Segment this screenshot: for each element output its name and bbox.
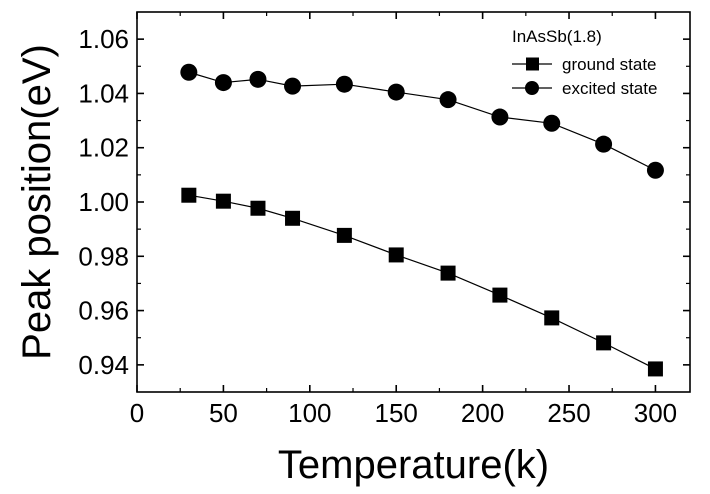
legend-circle-marker	[525, 81, 539, 95]
y-tick-label: 0.98	[78, 241, 129, 271]
y-tick-label: 0.94	[78, 350, 129, 380]
ground-state-point	[181, 187, 197, 203]
legend-square-marker	[526, 57, 539, 71]
y-tick-label: 1.00	[78, 187, 129, 217]
excited-state-point	[214, 74, 232, 92]
x-tick-label: 0	[130, 398, 144, 428]
legend-label: ground state	[562, 55, 657, 74]
y-axis-title: Peak position(eV)	[15, 44, 59, 360]
legend-title: InAsSb(1.8)	[512, 27, 602, 46]
x-tick-label: 200	[461, 398, 504, 428]
y-axis: 0.94 0.96 0.98 1.00 1.02 1.04 1.06	[78, 24, 690, 380]
ground-state-point	[596, 335, 612, 351]
excited-state-point	[595, 135, 613, 153]
excited-state-point	[284, 77, 302, 95]
excited-state-point	[180, 63, 198, 81]
x-tick-label: 300	[634, 398, 677, 428]
y-tick-label: 1.02	[78, 133, 129, 163]
ground-state-point	[492, 287, 508, 303]
excited-state-point	[646, 161, 664, 179]
excited-state-point	[491, 108, 509, 126]
excited-state-point	[249, 70, 267, 88]
x-axis-title: Temperature(k)	[278, 443, 549, 487]
x-tick-label: 150	[375, 398, 418, 428]
excited-state-point	[543, 114, 561, 132]
y-tick-label: 1.04	[78, 78, 129, 108]
ground-state-point	[215, 193, 231, 209]
legend: InAsSb(1.8) ground state excited state	[512, 27, 657, 98]
ground-state-point	[285, 210, 301, 226]
ground-state-point	[250, 200, 266, 216]
x-axis: 0 50 100 150 200 250 300	[130, 12, 677, 428]
y-tick-label: 0.96	[78, 296, 129, 326]
x-tick-label: 50	[209, 398, 238, 428]
x-tick-label: 100	[288, 398, 331, 428]
legend-label: excited state	[562, 79, 657, 98]
ground-state-point	[544, 310, 560, 326]
excited-state-point	[335, 75, 353, 93]
x-tick-label: 250	[547, 398, 590, 428]
excited-state-point	[439, 91, 457, 109]
ground-state-point	[647, 361, 663, 377]
ground-state-point	[388, 247, 404, 263]
y-tick-label: 1.06	[78, 24, 129, 54]
ground-state-point	[336, 227, 352, 243]
ground-state-point	[440, 265, 456, 281]
excited-state-point	[387, 83, 405, 101]
series-layer	[180, 63, 664, 377]
